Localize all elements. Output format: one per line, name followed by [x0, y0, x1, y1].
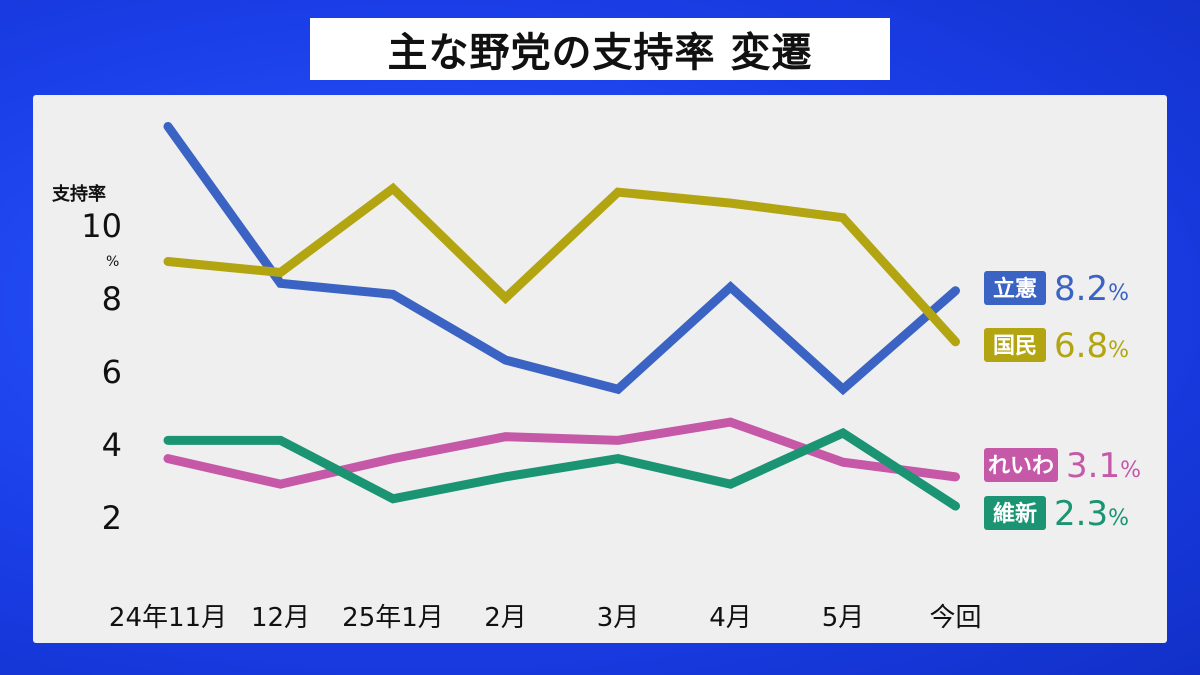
chart-panel — [33, 95, 1167, 643]
end-value-unit: % — [1120, 458, 1141, 483]
x-tick-label: 25年1月 — [342, 603, 444, 633]
series-line-維新 — [163, 427, 960, 511]
series-line-れいわ — [163, 417, 960, 489]
y-tick-label: 10 — [81, 207, 122, 245]
x-tick-label: 24年11月 — [109, 603, 227, 633]
y-axis-title: 支持率 — [51, 183, 106, 205]
title-box: 主な野党の支持率 変遷 — [310, 18, 890, 80]
legend-label: れいわ — [988, 454, 1054, 479]
end-value-label: 8.2% — [1054, 269, 1129, 309]
x-tick-label: 12月 — [251, 603, 310, 633]
x-tick-label: 今回 — [929, 603, 981, 633]
end-value-label: 2.3% — [1054, 494, 1129, 534]
legend-label: 維新 — [993, 501, 1037, 527]
end-value-unit: % — [1108, 338, 1129, 363]
legend-badge — [984, 271, 1046, 305]
chart-title: 主な野党の支持率 変遷 — [387, 30, 813, 76]
legend-item-立憲: 立憲 8.2% — [984, 269, 1129, 309]
series-line-国民 — [163, 182, 960, 347]
y-axis-unit: % — [106, 254, 119, 270]
x-tick-label: 2月 — [484, 603, 527, 633]
series-line-立憲 — [163, 121, 960, 396]
legend: 立憲 8.2% 国民 6.8% れいわ 3.1% 維新 2.3% — [984, 269, 1141, 534]
x-tick-label: 5月 — [822, 603, 865, 633]
end-value-unit: % — [1108, 506, 1129, 531]
end-value-label: 6.8% — [1054, 326, 1129, 366]
y-tick-labels: 2 4 6 8 10 — [81, 207, 122, 537]
legend-badge — [984, 448, 1058, 482]
legend-item-維新: 維新 2.3% — [984, 494, 1129, 534]
x-tick-label: 4月 — [709, 603, 752, 633]
y-tick-label: 2 — [102, 499, 122, 537]
legend-item-国民: 国民 6.8% — [984, 326, 1129, 366]
end-value-unit: % — [1108, 281, 1129, 306]
y-tick-label: 6 — [102, 353, 122, 391]
x-tick-label: 3月 — [597, 603, 640, 633]
y-tick-label: 8 — [102, 280, 122, 318]
end-value-label: 3.1% — [1066, 446, 1141, 486]
series-lines — [163, 121, 960, 511]
x-tick-labels: 24年11月 12月 25年1月 2月 3月 4月 5月 今回 — [109, 603, 982, 633]
legend-label: 立憲 — [993, 276, 1037, 302]
legend-label: 国民 — [993, 334, 1037, 359]
legend-badge — [984, 496, 1046, 530]
legend-item-れいわ: れいわ 3.1% — [984, 446, 1141, 486]
legend-badge — [984, 328, 1046, 362]
y-tick-label: 4 — [102, 426, 122, 464]
